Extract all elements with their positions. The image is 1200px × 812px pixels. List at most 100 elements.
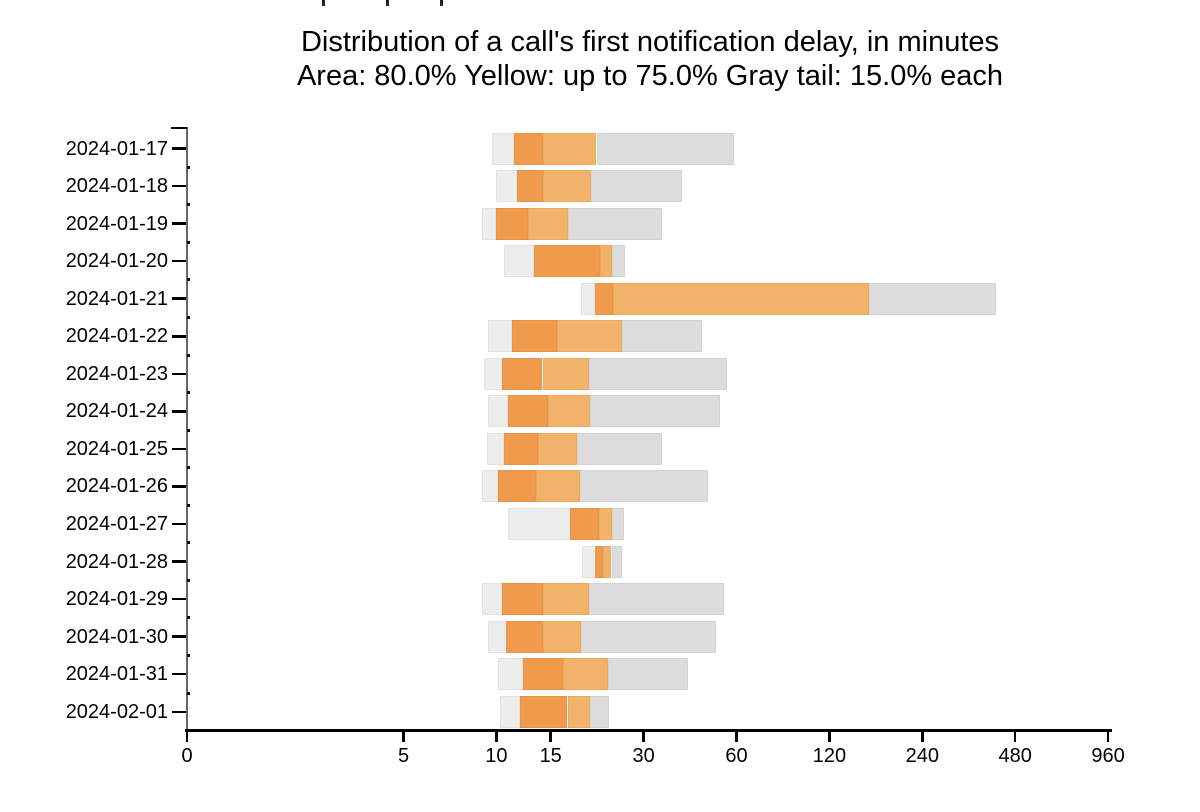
bar-segment-orange-dark (533, 245, 600, 278)
bar-segment-gray-right (608, 658, 689, 691)
y-major-tick (172, 672, 186, 676)
y-tick-label: 2024-01-26 (65, 475, 168, 498)
bar-segment-orange-dark (505, 620, 544, 653)
y-minor-tick (186, 240, 190, 244)
bar-segment-gray-left (488, 395, 508, 428)
x-tick-label: 5 (397, 745, 410, 767)
x-tick (495, 730, 498, 742)
bar-segment-orange-dark (594, 545, 604, 578)
bar-segment-gray-left (508, 508, 570, 540)
y-minor-tick (186, 428, 190, 432)
x-tick-label: 10 (485, 745, 508, 767)
bar-segment-gray-right (590, 395, 721, 428)
y-major-tick (172, 147, 186, 150)
bar-segment-orange-light (603, 545, 612, 578)
bar-segment-gray-left (492, 132, 514, 165)
bar-segment-orange-dark (508, 395, 549, 428)
bar-segment-orange-light (543, 583, 589, 616)
y-major-tick (172, 259, 186, 263)
y-major-tick (172, 410, 186, 413)
bar-segment-gray-right (612, 245, 626, 278)
top-partial-tick (440, 0, 443, 6)
bar-segment-gray-right (576, 432, 662, 465)
y-tick-label: 2024-01-25 (65, 437, 168, 460)
bar-segment-orange-dark (569, 508, 599, 540)
bar-segment-gray-right (596, 132, 734, 165)
x-tick (1106, 730, 1110, 742)
x-tick (921, 730, 924, 742)
bar-segment-orange-light (542, 357, 590, 390)
bar-segment-orange-light (567, 695, 590, 728)
y-major-tick (172, 710, 186, 713)
y-tick-label: 2024-01-18 (65, 175, 168, 198)
bar-segment-gray-left (482, 583, 502, 616)
bar-segment-orange-light (528, 207, 569, 240)
bar-segment-orange-light (562, 658, 608, 691)
bar-segment-gray-left (482, 207, 497, 240)
bar-segment-gray-right (590, 695, 609, 728)
y-axis-top-tick (171, 126, 187, 129)
bar-segment-orange-dark (517, 170, 544, 203)
bar-segment-gray-right (568, 207, 662, 240)
bar-segment-gray-right (622, 320, 703, 353)
x-tick (642, 730, 645, 742)
bar-segment-orange-dark (514, 132, 544, 165)
y-major-tick (172, 560, 186, 563)
y-minor-tick (186, 691, 190, 695)
y-tick-label: 2024-01-31 (65, 663, 168, 686)
y-major-tick (172, 372, 186, 375)
bar-segment-gray-right (589, 357, 728, 390)
bar-segment-gray-left (497, 658, 523, 691)
y-minor-tick (186, 353, 190, 357)
bar-segment-orange-light (543, 132, 597, 165)
chart-title: Distribution of a call's first notificat… (300, 26, 1000, 58)
y-tick-label: 2024-01-17 (65, 137, 168, 160)
bar-segment-orange-light (537, 432, 577, 465)
y-minor-tick (186, 653, 190, 657)
bar-segment-gray-left (488, 620, 506, 653)
x-tick-label: 15 (539, 745, 562, 767)
y-tick-label: 2024-01-28 (65, 550, 168, 573)
x-tick-label: 0 (181, 745, 193, 767)
y-minor-tick (186, 391, 190, 395)
bar-segment-gray-left (488, 320, 512, 353)
y-minor-tick (186, 278, 190, 282)
bar-segment-gray-left (486, 432, 505, 465)
x-tick-label: 240 (905, 745, 939, 767)
bar-segment-gray-right (611, 508, 624, 540)
y-minor-tick (186, 203, 190, 207)
bar-segment-gray-left (504, 245, 534, 278)
y-major-tick (172, 447, 186, 451)
bar-segment-orange-dark (501, 357, 543, 390)
x-tick (1013, 730, 1017, 742)
x-tick-label: 120 (812, 745, 847, 767)
x-tick-label: 960 (1091, 745, 1125, 767)
bar-segment-gray-right (611, 545, 623, 578)
y-major-tick (172, 522, 186, 526)
bar-segment-gray-left (500, 695, 520, 728)
x-tick (828, 730, 831, 742)
x-tick-label: 30 (632, 745, 655, 767)
x-tick (402, 730, 405, 742)
bar-segment-orange-dark (519, 695, 568, 728)
y-minor-tick (186, 578, 190, 582)
y-tick-label: 2024-01-19 (65, 212, 168, 235)
bar-segment-orange-light (548, 395, 590, 428)
bar-segment-orange-light (599, 508, 612, 540)
x-tick (735, 730, 738, 742)
top-partial-tick (386, 0, 389, 6)
x-axis-line (185, 729, 1112, 732)
y-minor-tick (186, 616, 190, 620)
bar-segment-gray-left (496, 170, 518, 203)
bar-segment-gray-right (588, 583, 724, 616)
y-minor-tick (186, 466, 190, 470)
top-partial-tick (322, 0, 325, 6)
y-tick-label: 2024-01-30 (65, 625, 168, 648)
y-major-tick (172, 222, 186, 225)
y-tick-label: 2024-01-21 (65, 287, 168, 310)
y-minor-tick (186, 541, 190, 545)
bar-segment-orange-dark (511, 320, 557, 353)
y-minor-tick (186, 503, 190, 507)
y-tick-label: 2024-01-23 (65, 362, 168, 385)
